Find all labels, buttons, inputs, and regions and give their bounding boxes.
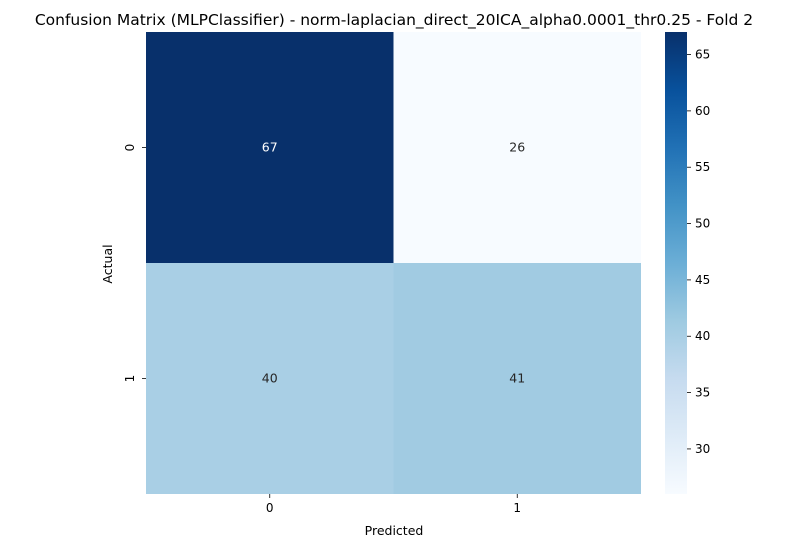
colorbar — [665, 32, 687, 494]
y-tick-label: 1 — [123, 375, 137, 383]
colorbar-tick-label: 30 — [695, 442, 710, 456]
chart-title: Confusion Matrix (MLPClassifier) - norm-… — [35, 11, 753, 30]
colorbar-tick-label: 40 — [695, 329, 710, 343]
heatmap-cell-1-0 — [146, 263, 394, 494]
y-axis-label: Actual — [100, 244, 115, 283]
cell-value-label-1-1: 41 — [509, 371, 525, 386]
y-tick-label: 0 — [123, 144, 137, 152]
heatmap-cell-labels: 67 26 40 41 — [262, 140, 525, 386]
colorbar-tick-label: 50 — [695, 217, 710, 231]
colorbar-ticks: 30 35 40 45 50 55 60 65 — [687, 48, 710, 456]
cell-value-label-0-1: 26 — [509, 140, 525, 155]
heatmap-cells — [146, 32, 641, 494]
colorbar-tick-label: 55 — [695, 160, 710, 174]
y-axis-ticks: 01 — [123, 144, 146, 383]
colorbar-tick-label: 60 — [695, 104, 710, 118]
colorbar-tick-label: 45 — [695, 273, 710, 287]
x-axis-label: Predicted — [365, 523, 424, 538]
x-tick-label: 1 — [513, 501, 521, 515]
cell-value-label-1-0: 40 — [262, 371, 278, 386]
heatmap-cell-0-0 — [146, 32, 394, 263]
heatmap-cell-0-1 — [393, 32, 641, 263]
x-tick-label: 0 — [266, 501, 274, 515]
cell-value-label-0-0: 67 — [262, 140, 278, 155]
colorbar-tick-label: 65 — [695, 48, 710, 62]
heatmap-cell-1-1 — [393, 263, 641, 494]
colorbar-tick-label: 35 — [695, 386, 710, 400]
